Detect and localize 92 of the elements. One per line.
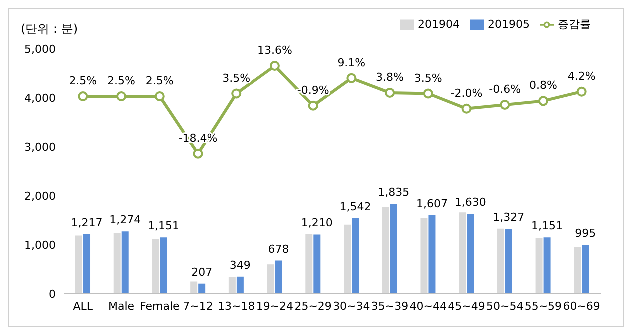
data-label: 0.8% bbox=[529, 79, 558, 92]
point bbox=[154, 92, 165, 102]
x-tick-label: 55~59 bbox=[524, 300, 562, 313]
x-tick-label: 50~54 bbox=[486, 300, 524, 313]
bar bbox=[459, 212, 466, 294]
bar bbox=[536, 238, 543, 294]
x-tick-label: 25~29 bbox=[294, 300, 332, 313]
bar bbox=[122, 232, 129, 294]
data-label: 2.5% bbox=[69, 74, 98, 88]
bar bbox=[352, 218, 360, 294]
bar bbox=[306, 234, 313, 294]
y-tick-label: 1,000 bbox=[24, 238, 56, 252]
y-tick-label: 2,000 bbox=[24, 190, 56, 203]
data-label: 3.5% bbox=[414, 72, 442, 85]
x-tick-label: Male bbox=[108, 300, 135, 313]
bar bbox=[544, 238, 551, 294]
data-label: 3.8% bbox=[376, 70, 404, 84]
bar bbox=[390, 204, 398, 294]
data-label: 1,210 bbox=[301, 216, 333, 230]
point bbox=[423, 88, 434, 99]
data-label: 1,151 bbox=[148, 220, 180, 233]
data-label: 1,835 bbox=[378, 186, 410, 200]
data-label: 678 bbox=[268, 242, 290, 256]
point bbox=[576, 86, 587, 97]
bar bbox=[382, 207, 390, 294]
x-tick-label: 19~24 bbox=[256, 300, 294, 313]
y-tick-label: 0 bbox=[49, 288, 56, 301]
bar bbox=[505, 228, 512, 294]
point bbox=[78, 92, 88, 102]
data-label: 1,630 bbox=[454, 196, 486, 210]
data-label: 2.5% bbox=[108, 74, 136, 88]
point bbox=[538, 96, 548, 106]
bar bbox=[420, 218, 428, 294]
data-label: -2.0% bbox=[450, 86, 483, 100]
x-tick-label: 13~18 bbox=[218, 300, 256, 313]
bar bbox=[152, 239, 160, 294]
data-label: 995 bbox=[575, 227, 596, 240]
x-tick-label: 60~69 bbox=[563, 300, 600, 313]
bar bbox=[198, 284, 206, 294]
point bbox=[116, 92, 127, 102]
legend-label: 증감률 bbox=[558, 18, 591, 31]
bar bbox=[428, 215, 436, 294]
bar bbox=[228, 277, 236, 294]
point bbox=[500, 100, 510, 110]
x-tick-label: 45~49 bbox=[448, 300, 486, 313]
x-tick-label: ALL bbox=[73, 300, 94, 313]
y-tick-label: 4,000 bbox=[24, 92, 56, 105]
bar bbox=[160, 238, 168, 294]
data-label: 349 bbox=[230, 258, 251, 272]
data-label: 1,274 bbox=[110, 214, 142, 227]
bar bbox=[314, 234, 321, 294]
data-label: 13.6% bbox=[257, 44, 292, 58]
bar bbox=[84, 234, 91, 294]
data-label: 207 bbox=[192, 266, 213, 279]
data-label: 1,607 bbox=[416, 197, 448, 210]
data-label: 1,327 bbox=[493, 210, 525, 224]
bar bbox=[275, 260, 282, 294]
x-tick-label: 30~34 bbox=[333, 300, 370, 313]
bar bbox=[267, 264, 274, 294]
bar bbox=[497, 228, 504, 294]
data-label: -0.6% bbox=[489, 83, 522, 96]
point bbox=[346, 73, 357, 84]
bar bbox=[344, 224, 352, 294]
y-tick-label: 3,000 bbox=[24, 140, 56, 154]
data-label: 3.5% bbox=[222, 72, 251, 85]
bar bbox=[236, 276, 244, 294]
data-label: 9.1% bbox=[338, 56, 366, 70]
legend-label: 201904 bbox=[418, 18, 460, 31]
point bbox=[270, 61, 280, 72]
legend-label: 201905 bbox=[488, 18, 530, 31]
point bbox=[385, 88, 396, 98]
data-label: 1,542 bbox=[340, 200, 372, 214]
bar bbox=[467, 214, 474, 294]
x-tick-label: 35~39 bbox=[371, 300, 409, 313]
x-tick-label: Female bbox=[140, 300, 180, 313]
data-label: 1,217 bbox=[71, 216, 103, 230]
bar bbox=[582, 245, 590, 294]
y-axis-title: (단위 : 분) bbox=[21, 21, 78, 38]
y-tick-label: 5,000 bbox=[24, 42, 56, 56]
bar bbox=[76, 236, 83, 294]
bar bbox=[114, 233, 121, 294]
x-tick-label: 40~44 bbox=[410, 300, 447, 313]
point bbox=[308, 100, 318, 111]
point bbox=[462, 104, 472, 114]
point bbox=[232, 88, 242, 99]
data-label: 2.5% bbox=[146, 74, 174, 88]
x-tick-label: 7~12 bbox=[183, 300, 214, 313]
data-label: 4.2% bbox=[568, 70, 596, 83]
bar bbox=[190, 282, 198, 294]
bar bbox=[574, 246, 582, 294]
data-label: 1,151 bbox=[532, 220, 564, 233]
point bbox=[193, 148, 204, 159]
